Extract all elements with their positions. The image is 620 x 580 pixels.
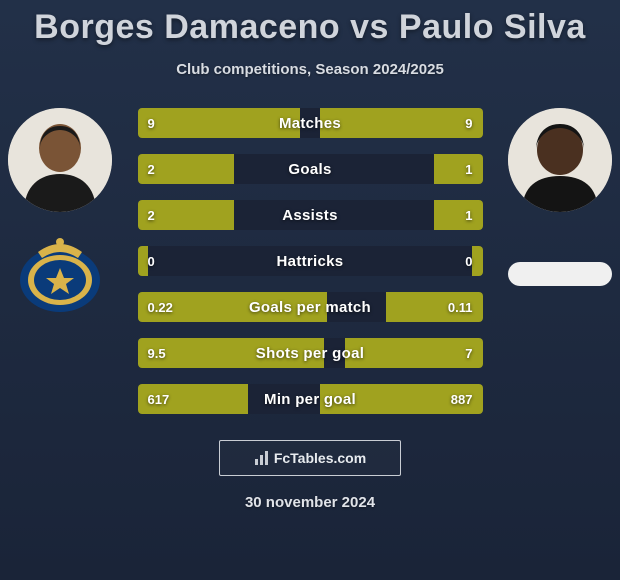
stat-value-left: 2 xyxy=(148,200,155,230)
stat-value-right: 887 xyxy=(451,384,473,414)
stat-row: Goals2 1 xyxy=(138,154,483,184)
stat-value-left: 9.5 xyxy=(148,338,166,368)
al-nassr-badge-icon xyxy=(8,232,112,316)
stat-row: Min per goal617 887 xyxy=(138,384,483,414)
blank-badge-icon xyxy=(508,262,612,286)
player-left-avatar xyxy=(8,108,112,212)
stat-label: Hattricks xyxy=(138,246,483,276)
stat-value-left: 0.22 xyxy=(148,292,173,322)
stat-value-right: 7 xyxy=(465,338,472,368)
player-left-column xyxy=(0,108,120,316)
stat-row: Goals per match0.22 0.11 xyxy=(138,292,483,322)
avatar-right-icon xyxy=(508,108,612,212)
stat-label: Matches xyxy=(138,108,483,138)
stat-row: Matches9 9 xyxy=(138,108,483,138)
subtitle: Club competitions, Season 2024/2025 xyxy=(0,61,620,78)
brand-label: FcTables.com xyxy=(254,450,366,466)
date-label: 30 november 2024 xyxy=(0,494,620,511)
stat-label: Shots per goal xyxy=(138,338,483,368)
stat-value-right: 9 xyxy=(465,108,472,138)
stat-label: Assists xyxy=(138,200,483,230)
comparison-panel: Matches99Goals21Assists21Hattricks00Goal… xyxy=(0,108,620,414)
brand-text: FcTables.com xyxy=(274,450,366,466)
stat-value-right: 1 xyxy=(465,200,472,230)
stat-row: Assists2 1 xyxy=(138,200,483,230)
stat-row: Shots per goal9.5 7 xyxy=(138,338,483,368)
stat-row: Hattricks0 0 xyxy=(138,246,483,276)
stat-value-right: 0.11 xyxy=(448,292,473,322)
stat-value-right: 1 xyxy=(465,154,472,184)
stats-list: Matches99Goals21Assists21Hattricks00Goal… xyxy=(138,108,483,414)
brand-box[interactable]: FcTables.com xyxy=(219,440,401,476)
player-right-club-badge xyxy=(508,232,612,316)
avatar-left-icon xyxy=(8,108,112,212)
stat-label: Min per goal xyxy=(138,384,483,414)
page-title: Borges Damaceno vs Paulo Silva xyxy=(0,0,620,47)
stat-label: Goals per match xyxy=(138,292,483,322)
stat-value-left: 2 xyxy=(148,154,155,184)
stat-label: Goals xyxy=(138,154,483,184)
player-right-avatar xyxy=(508,108,612,212)
bars-icon xyxy=(254,450,270,466)
stat-value-left: 617 xyxy=(148,384,170,414)
player-left-club-badge xyxy=(8,232,112,316)
stat-value-right: 0 xyxy=(465,246,472,276)
player-right-column xyxy=(500,108,620,316)
stat-value-left: 9 xyxy=(148,108,155,138)
stat-value-left: 0 xyxy=(148,246,155,276)
